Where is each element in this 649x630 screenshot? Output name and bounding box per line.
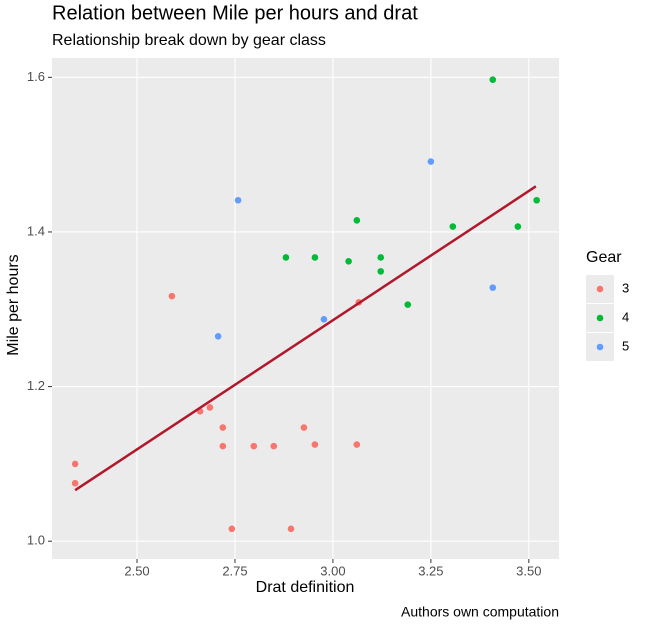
point — [214, 333, 222, 340]
point — [533, 196, 540, 204]
y-tick-label: 1.2 — [27, 378, 45, 393]
point — [427, 158, 435, 165]
point — [345, 258, 352, 265]
chart-title: Relation between Mile per hours and drat — [52, 2, 418, 24]
legend-title: Gear — [586, 249, 622, 266]
point — [71, 460, 79, 468]
point — [282, 254, 290, 261]
point — [377, 268, 385, 275]
legend: 3 4 5 — [586, 275, 629, 361]
point — [287, 525, 295, 533]
legend-swatch — [596, 343, 604, 351]
caption: Authors own computation — [401, 604, 559, 620]
y-tick-label: 1.0 — [27, 533, 45, 548]
x-tick-label: 2.50 — [124, 563, 149, 578]
x-tick-label: 2.75 — [222, 563, 247, 578]
point — [270, 442, 278, 450]
point — [311, 441, 319, 448]
x-tick-label: 3.50 — [516, 563, 541, 578]
point — [311, 254, 319, 261]
x-tick-label: 3.25 — [418, 563, 443, 578]
chart-subtitle: Relationship break down by gear class — [52, 32, 326, 49]
point — [219, 442, 227, 450]
marks — [71, 76, 540, 533]
point — [404, 301, 412, 308]
point — [300, 424, 308, 431]
point — [219, 424, 227, 431]
point — [449, 223, 457, 230]
legend-label: 3 — [622, 280, 629, 295]
point — [168, 292, 176, 300]
legend-swatch — [596, 314, 604, 322]
panel — [52, 58, 559, 559]
x-axis-title: Drat definition — [256, 579, 355, 596]
point — [489, 76, 497, 83]
point — [206, 404, 214, 411]
y-tick-label: 1.6 — [27, 69, 45, 84]
y-axis-title: Mile per hours — [5, 254, 22, 355]
point — [377, 254, 385, 261]
point — [228, 525, 236, 533]
trend-line — [74, 185, 537, 492]
point — [353, 441, 361, 448]
legend-label: 5 — [622, 338, 629, 353]
point — [353, 217, 361, 224]
x-tick-label: 3.00 — [320, 563, 345, 578]
point — [489, 284, 497, 291]
point — [514, 223, 522, 230]
y-tick-label: 1.4 — [27, 223, 45, 238]
point — [234, 196, 242, 204]
legend-swatch — [596, 285, 604, 293]
legend-label: 4 — [622, 309, 629, 324]
point — [71, 479, 79, 487]
grid — [52, 58, 559, 559]
point — [250, 442, 258, 450]
point — [320, 316, 328, 323]
